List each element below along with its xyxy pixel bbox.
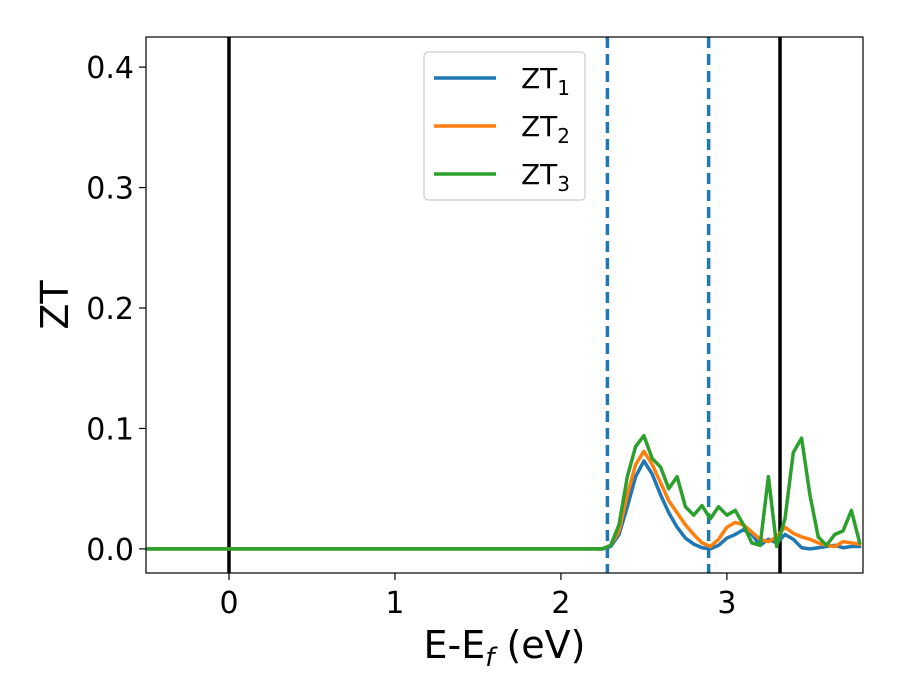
axes: 0 1 2 3 0.0 0.1 0.2 0.3 0.4 E-Ef (eV) ZT — [33, 36, 864, 673]
x-tick-label-3: 3 — [717, 586, 736, 621]
x-axis-label: E-Ef (eV) — [424, 623, 586, 673]
legend-label-1: ZT1 — [521, 62, 570, 100]
x-tick-label-2: 2 — [551, 586, 570, 621]
series-line-1 — [146, 459, 862, 551]
y-tick-label-4: 0.4 — [86, 51, 134, 86]
legend: ZT1 ZT2 ZT3 — [423, 51, 586, 201]
x-tick-label-1: 1 — [385, 586, 404, 621]
plot-frame — [145, 36, 864, 574]
series-line-3 — [146, 433, 862, 551]
plot-area — [146, 37, 862, 573]
y-tick-label-1: 0.1 — [86, 412, 134, 447]
legend-box — [423, 51, 586, 201]
legend-label-2: ZT2 — [521, 110, 570, 148]
y-axis-label: ZT — [33, 280, 77, 330]
x-tick-label-0: 0 — [219, 586, 238, 621]
y-tick-label-3: 0.3 — [86, 172, 134, 207]
legend-label-3: ZT3 — [521, 158, 570, 196]
series-line-2 — [146, 449, 862, 551]
y-tick-label-0: 0.0 — [86, 533, 134, 568]
y-tick-label-2: 0.2 — [86, 292, 134, 327]
